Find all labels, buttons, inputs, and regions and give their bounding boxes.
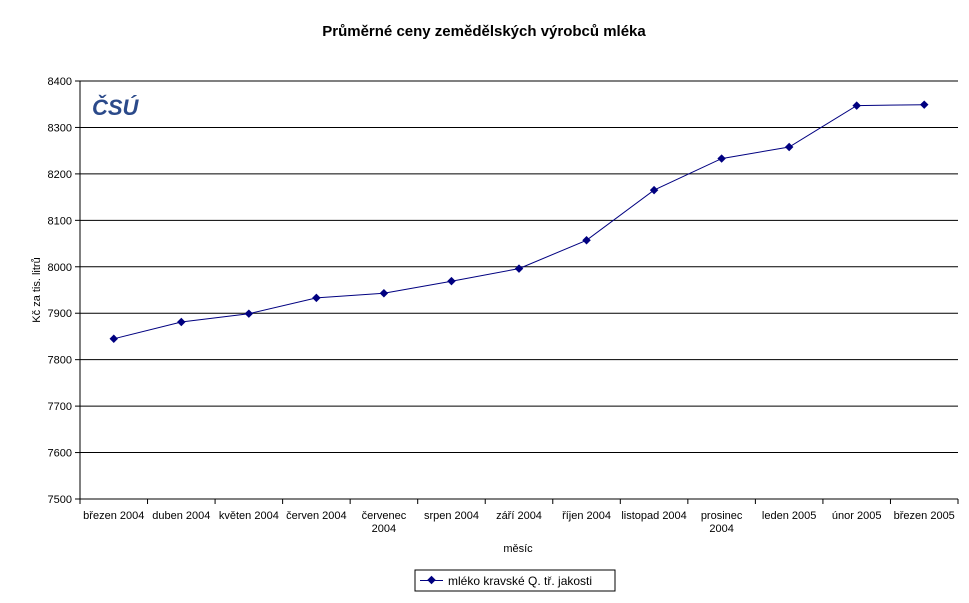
data-point (852, 101, 861, 110)
series-line (113, 104, 925, 340)
legend-label: mléko kravské Q. tř. jakosti (448, 574, 592, 588)
legend-box (414, 569, 616, 592)
x-tick-label: prosinec 2004 (701, 510, 743, 535)
x-tick-label: květen 2004 (219, 510, 279, 522)
data-point (447, 276, 456, 286)
y-tick-label: 8400 (48, 76, 72, 88)
x-tick-label: říjen 2004 (562, 510, 611, 522)
x-tick-label: březen 2004 (83, 510, 144, 522)
data-point (109, 334, 119, 344)
x-tick-label: červen 2004 (286, 510, 347, 522)
data-point (582, 236, 591, 245)
data-point (717, 154, 726, 163)
y-axis-ticks: 7500 7600 7700 7800 7900 8000 8100 8200 8300 8400 (48, 76, 80, 506)
y-tick-label: 7600 (48, 448, 72, 460)
x-tick-label: červenec 2004 (362, 510, 407, 535)
y-tick-label: 7700 (48, 401, 72, 413)
data-point (649, 185, 659, 195)
legend: mléko kravské Q. tř. jakosti (414, 569, 616, 592)
x-tick-label: duben 2004 (152, 510, 210, 522)
data-point (312, 293, 321, 303)
data-point (784, 142, 794, 152)
x-tick-label: listopad 2004 (621, 510, 686, 522)
x-tick-label: únor 2005 (832, 510, 882, 522)
x-tick-label: leden 2005 (762, 510, 816, 522)
y-tick-label: 7500 (48, 494, 72, 506)
data-point (379, 289, 389, 298)
legend-marker (427, 575, 436, 585)
y-tick-label: 8300 (48, 122, 72, 134)
y-tick-label: 8100 (48, 215, 72, 227)
axes (79, 81, 958, 500)
csu-logo: ČSÚ (92, 95, 140, 120)
data-point (514, 264, 524, 273)
x-tick-label: březen 2005 (894, 510, 955, 522)
y-tick-label: 8200 (48, 169, 72, 181)
x-axis-ticks: březen 2004 duben 2004 květen 2004 červen 2… (79, 499, 959, 535)
chart-title: Průměrné ceny zemědělských výrobců mléka (322, 23, 646, 40)
data-point (177, 317, 186, 327)
x-tick-label: srpen 2004 (424, 510, 479, 522)
x-axis-label: měsíc (503, 543, 533, 555)
data-point (244, 309, 254, 318)
y-tick-label: 7800 (48, 355, 72, 367)
series-group (109, 100, 929, 344)
csu-logo-text: ČSÚ (92, 95, 140, 120)
x-tick-label: září 2004 (496, 510, 542, 522)
y-tick-label: 8000 (48, 262, 72, 274)
y-tick-label: 7900 (48, 308, 72, 320)
y-axis-label: Kč za tis. litrů (31, 257, 43, 322)
data-point (919, 100, 929, 109)
